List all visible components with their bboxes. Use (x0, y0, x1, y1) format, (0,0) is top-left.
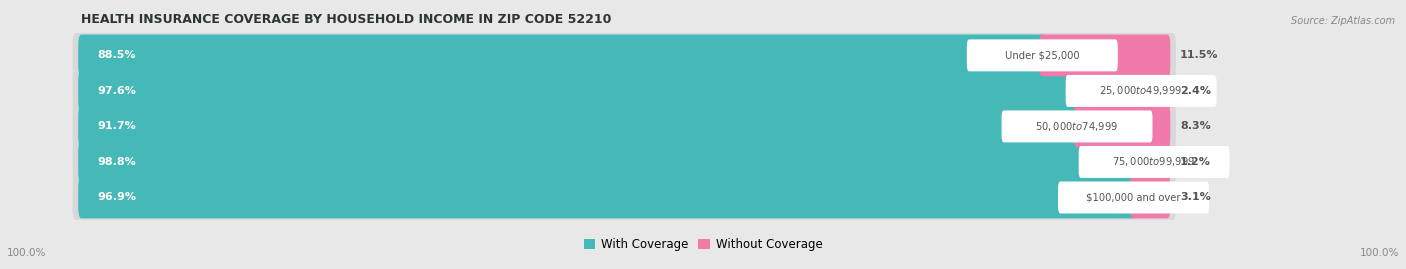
Text: 3.1%: 3.1% (1180, 193, 1211, 203)
Text: 8.3%: 8.3% (1180, 121, 1211, 132)
FancyBboxPatch shape (1059, 182, 1209, 214)
FancyBboxPatch shape (73, 175, 1175, 220)
Text: Source: ZipAtlas.com: Source: ZipAtlas.com (1291, 16, 1395, 26)
Text: $100,000 and over: $100,000 and over (1087, 193, 1181, 203)
Text: 2.4%: 2.4% (1180, 86, 1211, 96)
FancyBboxPatch shape (79, 70, 1144, 112)
FancyBboxPatch shape (73, 69, 1175, 113)
FancyBboxPatch shape (1039, 34, 1170, 76)
FancyBboxPatch shape (79, 105, 1170, 147)
Text: Under $25,000: Under $25,000 (1005, 50, 1080, 60)
FancyBboxPatch shape (1001, 111, 1153, 142)
Text: 1.2%: 1.2% (1180, 157, 1211, 167)
FancyBboxPatch shape (1066, 75, 1216, 107)
FancyBboxPatch shape (73, 104, 1175, 149)
FancyBboxPatch shape (79, 176, 1170, 218)
Legend: With Coverage, Without Coverage: With Coverage, Without Coverage (579, 234, 827, 256)
Text: 11.5%: 11.5% (1180, 50, 1219, 60)
FancyBboxPatch shape (967, 39, 1118, 71)
FancyBboxPatch shape (79, 34, 1046, 76)
FancyBboxPatch shape (79, 176, 1136, 218)
FancyBboxPatch shape (1152, 141, 1170, 183)
FancyBboxPatch shape (79, 70, 1170, 112)
Text: 100.0%: 100.0% (1360, 248, 1399, 258)
Text: 88.5%: 88.5% (97, 50, 136, 60)
Text: 100.0%: 100.0% (7, 248, 46, 258)
FancyBboxPatch shape (73, 33, 1175, 78)
Text: 98.8%: 98.8% (97, 157, 136, 167)
FancyBboxPatch shape (1074, 105, 1170, 147)
FancyBboxPatch shape (1130, 176, 1170, 218)
Text: $50,000 to $74,999: $50,000 to $74,999 (1035, 120, 1119, 133)
Text: 91.7%: 91.7% (97, 121, 136, 132)
FancyBboxPatch shape (1137, 70, 1170, 112)
FancyBboxPatch shape (79, 141, 1170, 183)
Text: $75,000 to $99,999: $75,000 to $99,999 (1112, 155, 1195, 168)
Text: 97.6%: 97.6% (97, 86, 136, 96)
FancyBboxPatch shape (79, 141, 1157, 183)
FancyBboxPatch shape (79, 105, 1080, 147)
Text: 96.9%: 96.9% (97, 193, 136, 203)
FancyBboxPatch shape (1078, 146, 1230, 178)
Text: HEALTH INSURANCE COVERAGE BY HOUSEHOLD INCOME IN ZIP CODE 52210: HEALTH INSURANCE COVERAGE BY HOUSEHOLD I… (82, 13, 612, 26)
Text: $25,000 to $49,999: $25,000 to $49,999 (1099, 84, 1182, 97)
FancyBboxPatch shape (73, 140, 1175, 184)
FancyBboxPatch shape (79, 34, 1170, 76)
